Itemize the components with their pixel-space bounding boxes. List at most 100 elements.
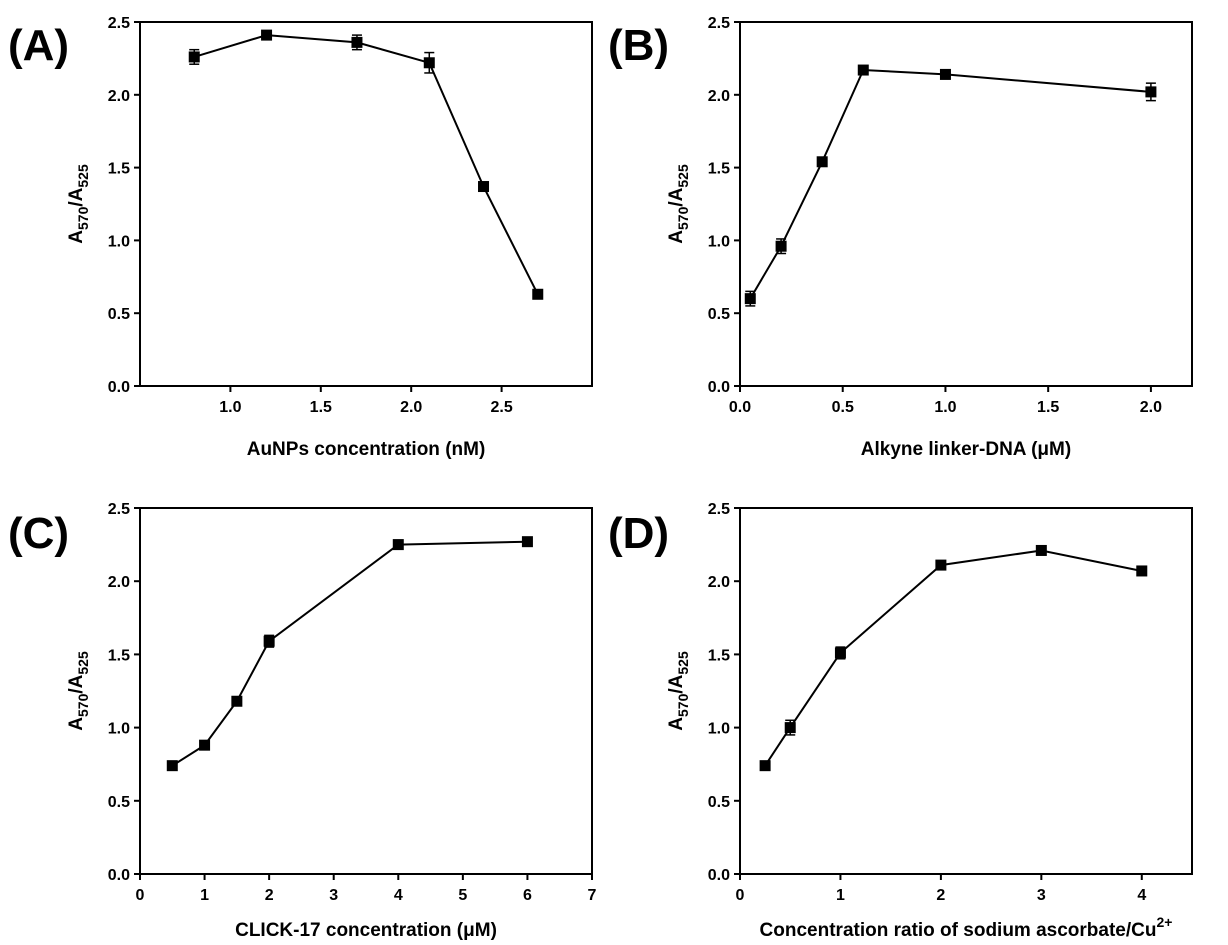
data-point — [351, 36, 363, 48]
plot-frame — [739, 507, 1193, 875]
x-axis-title-text: Alkyne linker-DNA (μM) — [861, 439, 1071, 460]
x-tick-label: 2.5 — [490, 399, 512, 416]
panel-label: (B) — [608, 21, 669, 70]
data-point — [775, 240, 787, 252]
y-tick-label: 1.5 — [108, 161, 130, 178]
x-axis-title: CLICK-17 concentration (μM) — [235, 920, 497, 941]
panel-b: (B) 0.0 0.5 1.0 1.5 2.0 2.5 0.0 0.5 1.0 1.5 2.0 Alky… — [608, 15, 1193, 460]
y-tick-label: 2.5 — [708, 501, 730, 518]
y-axis-title-num-sub: 570 — [675, 693, 691, 717]
y-tick-label: 0.5 — [708, 794, 730, 811]
y-tick-label: 0.5 — [108, 306, 130, 323]
x-tick-label: 2 — [936, 887, 945, 904]
series-line — [749, 68, 1151, 300]
x-tick-label: 1.5 — [1037, 399, 1059, 416]
data-point — [857, 64, 869, 76]
series-line — [193, 34, 539, 295]
data-point — [199, 739, 211, 751]
x-axis-title: Concentration ratio of sodium ascorbate/… — [760, 914, 1173, 941]
x-tick-label: 5 — [458, 887, 467, 904]
x-tick-label: 4 — [1137, 887, 1146, 904]
y-axis-title-sep: / — [66, 201, 87, 207]
y-axis-title-den-sub: 525 — [75, 651, 91, 675]
y-axis-title-sep: / — [666, 201, 687, 207]
x-tick-label: 1.5 — [310, 399, 332, 416]
data-point — [261, 29, 273, 41]
x-axis-title: Alkyne linker-DNA (μM) — [861, 439, 1071, 460]
x-tick-label: 1.0 — [219, 399, 241, 416]
x-tick-label: 2.0 — [400, 399, 422, 416]
y-tick-label: 0.0 — [108, 379, 130, 396]
y-tick-label: 1.5 — [108, 647, 130, 664]
x-axis-title-text: Concentration ratio of sodium ascorbate/… — [760, 920, 1157, 941]
y-axis-title-den-sub: 525 — [675, 164, 691, 188]
x-tick-label: 3 — [329, 887, 338, 904]
data-point — [521, 536, 533, 548]
y-tick-label: 0.5 — [108, 794, 130, 811]
y-tick-label: 0.0 — [708, 867, 730, 884]
y-axis-title-den-base: A — [666, 674, 687, 688]
x-tick-label: 1 — [836, 887, 845, 904]
plot-frame — [739, 21, 1193, 387]
series-line — [764, 549, 1142, 767]
y-axis-title-den-base: A — [666, 187, 687, 201]
x-tick-label: 2 — [265, 887, 274, 904]
data-point — [834, 647, 846, 659]
y-tick-label: 0.0 — [708, 379, 730, 396]
data-point — [1035, 544, 1047, 556]
y-axis-title-num-sub: 570 — [675, 206, 691, 230]
series-line — [171, 540, 528, 767]
panel-label: (A) — [8, 21, 69, 70]
plot-frame — [139, 21, 593, 387]
data-point — [744, 293, 756, 305]
panel-label: (C) — [8, 509, 69, 558]
y-axis-title-den-sub: 525 — [675, 651, 691, 675]
x-tick-label: 3 — [1037, 887, 1046, 904]
x-axis-title-text: AuNPs concentration (nM) — [247, 439, 486, 460]
y-tick-label: 2.5 — [108, 15, 130, 32]
y-axis-title-base: A — [666, 717, 687, 731]
y-tick-label: 1.0 — [708, 233, 730, 250]
data-point — [1145, 86, 1157, 98]
data-point — [263, 635, 275, 647]
y-tick-label: 2.0 — [708, 574, 730, 591]
y-tick-label: 0.5 — [708, 306, 730, 323]
y-axis-title-base: A — [666, 230, 687, 244]
data-point — [939, 68, 951, 80]
x-tick-label: 0 — [736, 887, 745, 904]
y-tick-label: 1.5 — [708, 647, 730, 664]
x-tick-label: 0.5 — [832, 399, 854, 416]
x-tick-label: 4 — [394, 887, 403, 904]
data-point — [1136, 565, 1148, 577]
data-point — [759, 760, 771, 772]
panel-d: (D) 0.0 0.5 1.0 1.5 2.0 2.5 0 1 2 3 4 Concentration … — [608, 501, 1193, 941]
y-tick-label: 2.0 — [108, 574, 130, 591]
y-tick-label: 2.0 — [108, 88, 130, 105]
data-point — [532, 288, 544, 300]
y-tick-label: 0.0 — [108, 867, 130, 884]
x-tick-label: 7 — [588, 887, 597, 904]
y-axis-title-sep: / — [66, 688, 87, 694]
y-axis-title: A570/A525 — [66, 651, 91, 731]
data-point — [423, 57, 435, 69]
x-tick-label: 0.0 — [729, 399, 751, 416]
y-axis-title: A570/A525 — [666, 164, 691, 244]
y-axis-title-base: A — [66, 230, 87, 244]
y-tick-label: 2.5 — [108, 501, 130, 518]
y-tick-label: 1.5 — [708, 161, 730, 178]
x-axis-title-text: CLICK-17 concentration (μM) — [235, 920, 497, 941]
data-point — [816, 156, 828, 168]
x-tick-label: 0 — [136, 887, 145, 904]
data-point — [784, 722, 796, 734]
panel-c: (C) 0.0 0.5 1.0 1.5 2.0 2.5 0 1 2 3 4 5 6 7 CLICK-17 co… — [8, 501, 597, 941]
y-tick-label: 2.0 — [708, 88, 730, 105]
x-axis-title: AuNPs concentration (nM) — [247, 439, 486, 460]
y-tick-label: 1.0 — [108, 721, 130, 738]
panel-a: (A) 0.0 0.5 1.0 1.5 2.0 2.5 1.0 1.5 2.0 2.5 AuNPs c… — [8, 15, 593, 460]
data-point — [231, 695, 243, 707]
x-axis-title-superscript: 2+ — [1156, 914, 1172, 930]
y-axis-title-num-sub: 570 — [75, 206, 91, 230]
y-axis-title-den-base: A — [66, 187, 87, 201]
x-tick-label: 1.0 — [934, 399, 956, 416]
